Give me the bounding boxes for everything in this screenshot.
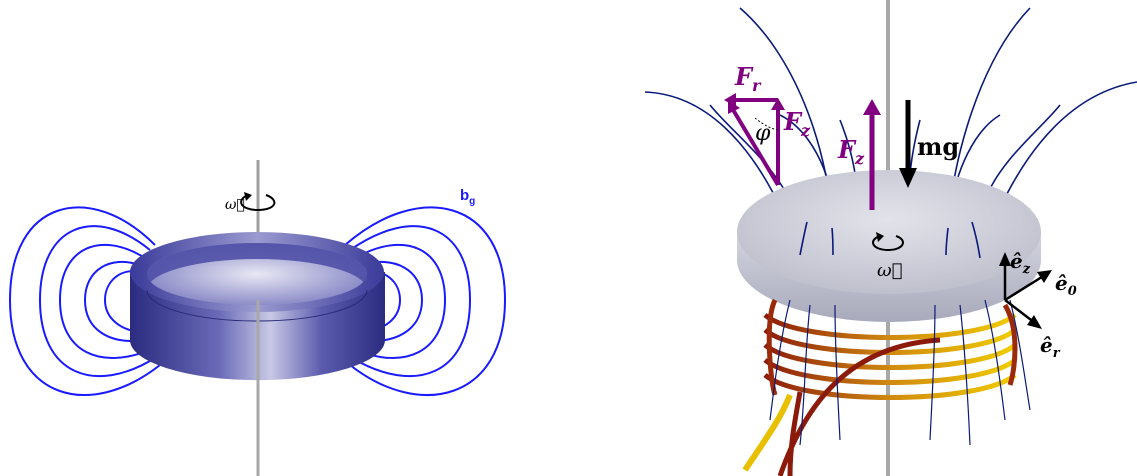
- force-resultant-arrow: [732, 108, 778, 185]
- force-fz-small-label: Fz: [783, 107, 811, 140]
- phi-label: φ: [755, 121, 771, 146]
- e0-label: ê0: [1055, 271, 1077, 299]
- levitating-disk: [737, 170, 1041, 322]
- coil: [745, 300, 1015, 476]
- force-fr-label: Fr: [734, 62, 762, 95]
- left-panel: ω⃗ bg: [10, 160, 505, 476]
- weight-label: mg: [917, 132, 959, 161]
- right-panel: Fr Fz φ Fz mg ω⃗ êz ê0 êr: [645, 0, 1137, 476]
- e0-arrowhead: [1037, 270, 1052, 283]
- er-label: êr: [1040, 333, 1061, 361]
- omega-label-right: ω⃗: [877, 260, 902, 281]
- omega-label-left: ω⃗: [225, 197, 245, 213]
- field-label-bg: bg: [460, 187, 475, 207]
- force-fz-label: Fz: [837, 135, 865, 168]
